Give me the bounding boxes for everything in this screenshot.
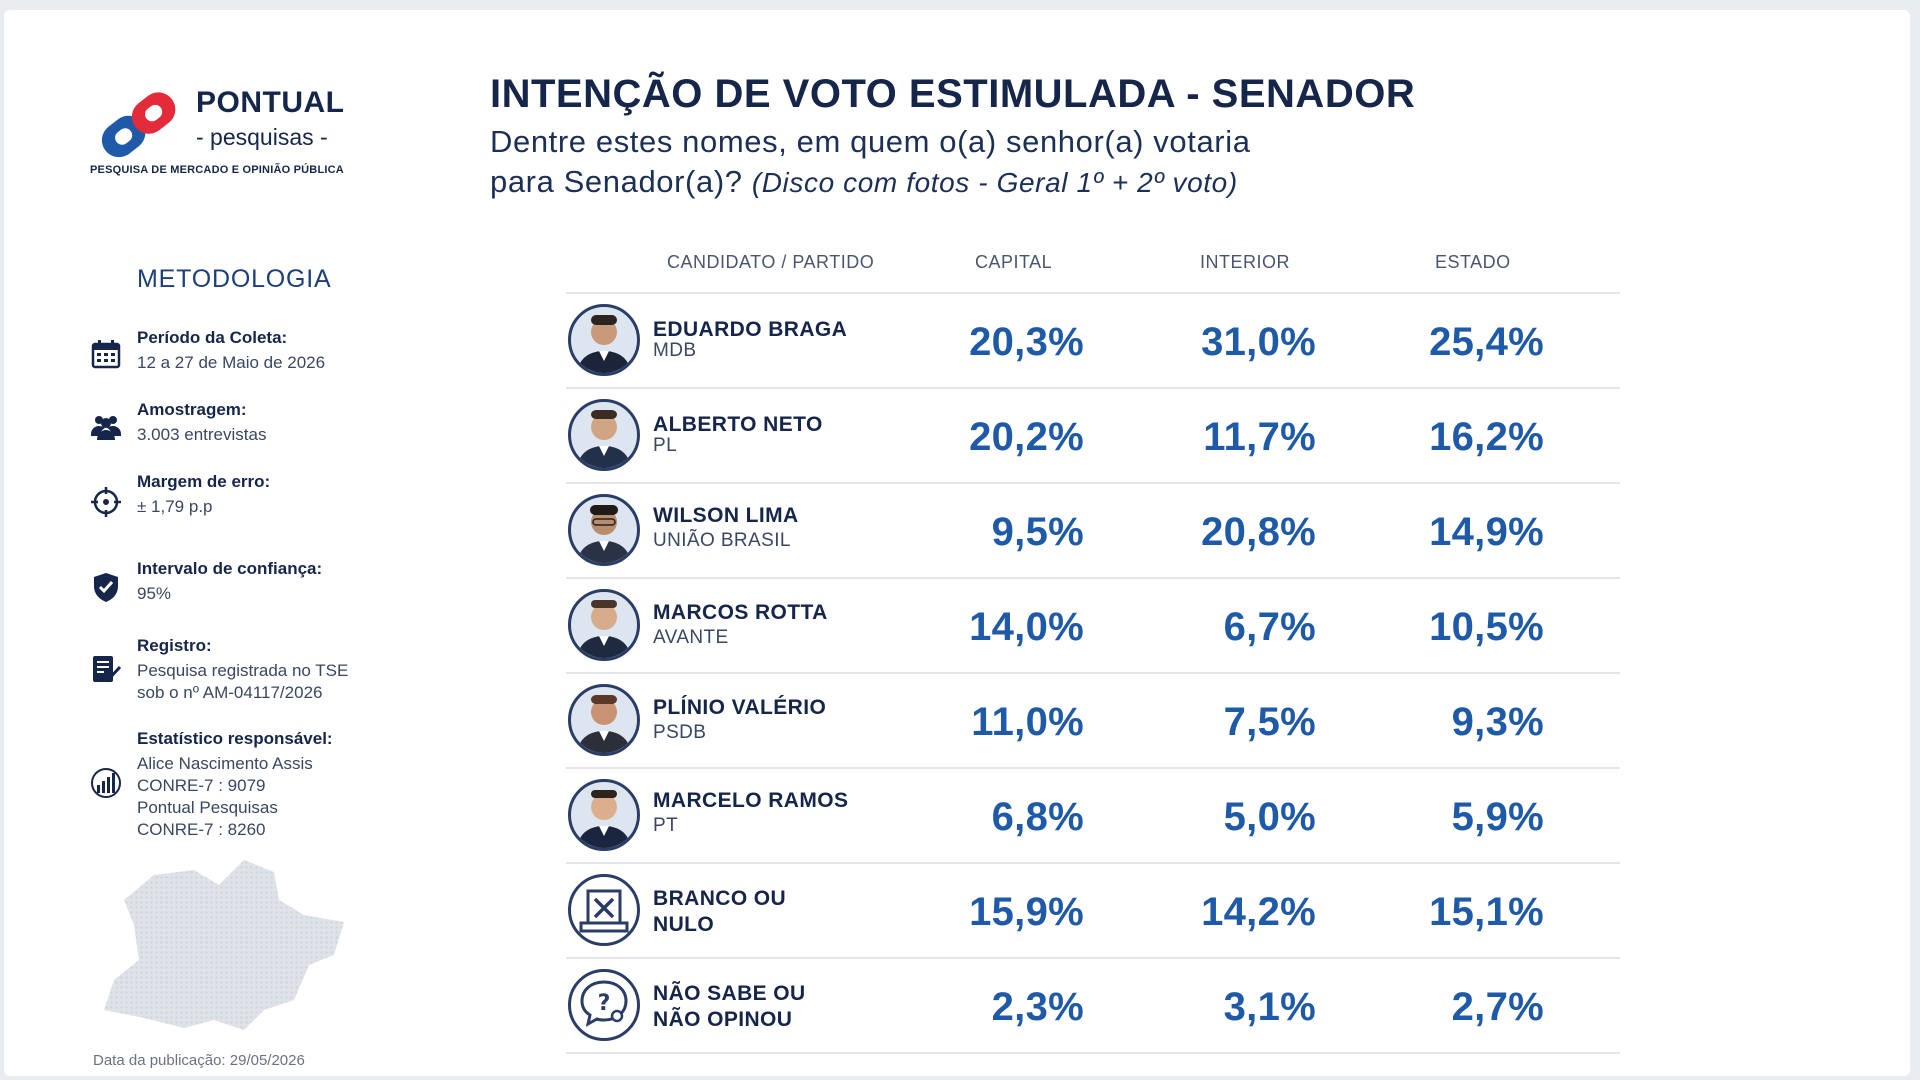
candidate-party: PT [653, 815, 679, 836]
table-row: MARCELO RAMOS PT 6,8% 5,0% 5,9% [566, 769, 1620, 864]
methodology-confidence: Intervalo de confiança: 95% [90, 559, 410, 609]
pontual-logo-icon [101, 92, 176, 158]
candidate-party: UNIÃO BRASIL [653, 530, 791, 551]
value-interior: 3,1% [1223, 985, 1316, 1029]
question-line-2: para Senador(a)? [490, 164, 743, 199]
value-capital: 15,9% [969, 890, 1084, 934]
publication-date: Data da publicação: 29/05/2026 [93, 1052, 305, 1069]
candidate-name: MARCELO RAMOS [653, 789, 849, 812]
methodology-title: METODOLOGIA [137, 265, 332, 293]
candidate-name: WILSON LIMA [653, 504, 799, 527]
candidate-name: PLÍNIO VALÉRIO [653, 696, 827, 719]
methodology-value: 3.003 entrevistas [137, 425, 267, 444]
candidate-party: PL [653, 435, 678, 456]
table-row: EDUARDO BRAGA MDB 20,3% 31,0% 25,4% [566, 294, 1620, 389]
methodology-label: Estatístico responsável: [137, 729, 333, 748]
pontual-logo: PONTUAL - pesquisas - PESQUISA DE MERCAD… [90, 80, 370, 180]
value-estado: 9,3% [1451, 700, 1544, 744]
methodology-label: Intervalo de confiança: [137, 559, 323, 578]
methodology-value: 95% [137, 584, 172, 603]
table-row: MARCOS ROTTA AVANTE 14,0% 6,7% 10,5% [566, 579, 1620, 674]
option-name-line2: NÃO OPINOU [653, 1008, 793, 1031]
crosshair-icon [91, 487, 121, 517]
poll-card: PONTUAL - pesquisas - PESQUISA DE MERCAD… [4, 10, 1910, 1076]
candidate-party: AVANTE [653, 627, 729, 648]
methodology-sample: Amostragem: 3.003 entrevistas [90, 400, 410, 450]
value-estado: 25,4% [1429, 320, 1544, 364]
methodology-label: Margem de erro: [137, 472, 271, 491]
methodology-label: Registro: [137, 636, 212, 655]
candidate-name: ALBERTO NETO [653, 413, 823, 436]
value-capital: 11,0% [971, 700, 1084, 744]
candidate-photo [568, 304, 640, 376]
candidate-party: MDB [653, 340, 697, 361]
candidate-photo [568, 684, 640, 756]
amazonas-map-icon [104, 860, 344, 1030]
table-row: ? NÃO SABE OU NÃO OPINOU 2,3% 3,1% 2,7% [566, 959, 1620, 1054]
value-interior: 5,0% [1223, 795, 1316, 839]
question-note: (Disco com fotos - Geral 1º + 2º voto) [751, 167, 1238, 198]
candidate-name: EDUARDO BRAGA [653, 318, 848, 341]
calendar-icon [91, 340, 121, 369]
svg-text:?: ? [598, 991, 611, 1016]
value-interior: 14,2% [1201, 890, 1316, 934]
question-line-1: Dentre estes nomes, em quem o(a) senhor(… [490, 124, 1251, 159]
value-interior: 7,5% [1223, 700, 1316, 744]
value-capital: 14,0% [969, 605, 1084, 649]
table-row: PLÍNIO VALÉRIO PSDB 11,0% 7,5% 9,3% [566, 674, 1620, 769]
value-estado: 16,2% [1429, 415, 1544, 459]
registry-icon [93, 656, 122, 683]
methodology-registry: Registro: Pesquisa registrada no TSE sob… [90, 636, 410, 706]
header-candidate: CANDIDATO / PARTIDO [667, 252, 875, 272]
value-interior: 31,0% [1201, 320, 1316, 364]
candidate-photo [568, 399, 640, 471]
candidate-photo [568, 589, 640, 661]
table-row: ALBERTO NETO PL 20,2% 11,7% 16,2% [566, 389, 1620, 484]
value-capital: 9,5% [991, 510, 1084, 554]
value-estado: 15,1% [1429, 890, 1544, 934]
table-row: WILSON LIMA UNIÃO BRASIL 9,5% 20,8% 14,9… [566, 484, 1620, 579]
option-name-line2: NULO [653, 913, 715, 936]
candidate-photo [568, 494, 640, 566]
methodology-period: Período da Coleta: 12 a 27 de Maio de 20… [90, 328, 410, 378]
methodology-label: Período da Coleta: [137, 328, 288, 347]
chart-icon [91, 768, 121, 798]
logo-subtitle: - pesquisas - [196, 124, 328, 150]
value-capital: 2,3% [991, 985, 1084, 1029]
value-capital: 20,2% [969, 415, 1084, 459]
value-capital: 6,8% [991, 795, 1084, 839]
value-estado: 10,5% [1429, 605, 1544, 649]
poll-question: Dentre estes nomes, em quem o(a) senhor(… [490, 122, 1490, 203]
logo-brand: PONTUAL [196, 86, 345, 119]
ballot-x-icon [568, 874, 640, 946]
value-interior: 11,7% [1203, 415, 1316, 459]
methodology-value: ± 1,79 p.p [137, 497, 213, 516]
people-icon [91, 416, 121, 440]
option-name: BRANCO OU [653, 887, 787, 910]
option-name: NÃO SABE OU [653, 982, 806, 1005]
methodology-value: 12 a 27 de Maio de 2026 [137, 353, 326, 372]
value-capital: 20,3% [969, 320, 1084, 364]
shield-check-icon [94, 573, 118, 602]
question-bubble-icon: ? [568, 969, 640, 1041]
header-capital: CAPITAL [975, 252, 1053, 272]
header-interior: INTERIOR [1200, 252, 1291, 272]
candidate-name: MARCOS ROTTA [653, 601, 828, 624]
methodology-label: Amostragem: [137, 400, 247, 419]
methodology-value: Alice Nascimento Assis CONRE-7 : 9079 Po… [137, 754, 313, 839]
value-estado: 2,7% [1451, 985, 1544, 1029]
methodology-value: Pesquisa registrada no TSE sob o nº AM-0… [137, 661, 349, 702]
candidate-party: PSDB [653, 722, 707, 743]
header-estado: ESTADO [1435, 252, 1511, 272]
candidate-photo [568, 779, 640, 851]
table-row: BRANCO OU NULO 15,9% 14,2% 15,1% [566, 864, 1620, 959]
methodology-margin: Margem de erro: ± 1,79 p.p [90, 472, 410, 522]
value-interior: 6,7% [1223, 605, 1316, 649]
methodology-statistician: Estatístico responsável: Alice Nasciment… [90, 729, 410, 839]
value-estado: 5,9% [1451, 795, 1544, 839]
value-interior: 20,8% [1201, 510, 1316, 554]
logo-tagline: PESQUISA DE MERCADO E OPINIÃO PÚBLICA [90, 164, 344, 176]
page-title: INTENÇÃO DE VOTO ESTIMULADA - SENADOR [490, 72, 1416, 116]
value-estado: 14,9% [1429, 510, 1544, 554]
